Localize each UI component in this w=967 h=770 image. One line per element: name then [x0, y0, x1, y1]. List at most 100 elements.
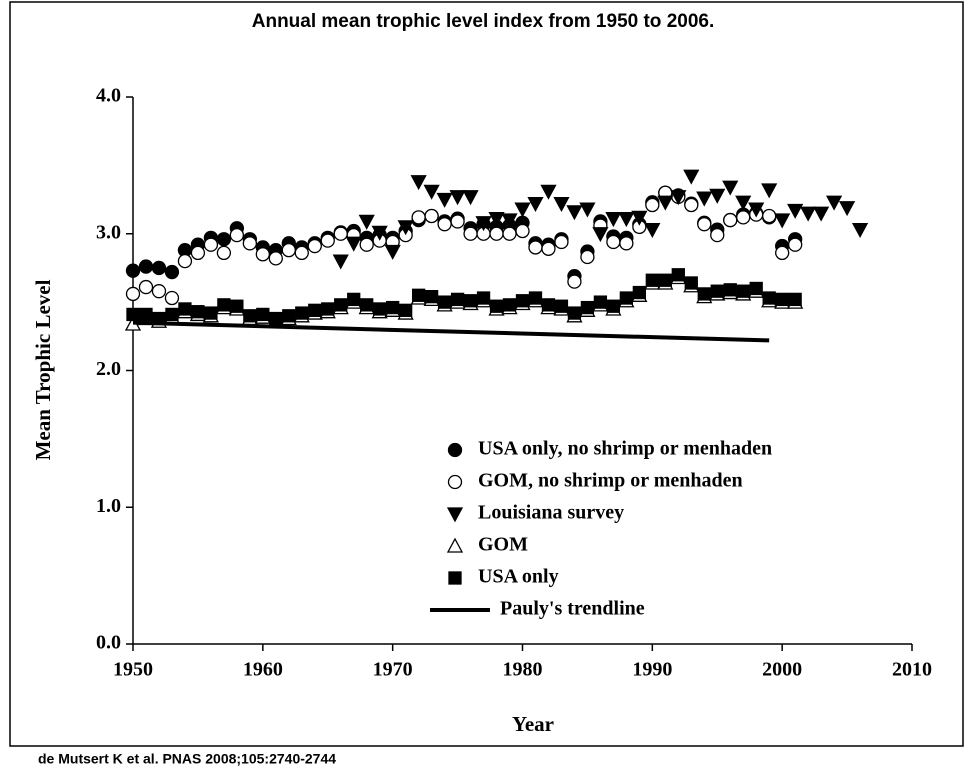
data-point [710, 284, 724, 298]
data-point [256, 307, 270, 322]
legend-label: USA only [478, 566, 559, 588]
legend-label: USA only, no shrimp or menhaden [478, 438, 772, 460]
data-point [371, 225, 388, 241]
x-tick-label: 1980 [503, 659, 543, 681]
data-point [580, 249, 595, 265]
data-point [735, 195, 752, 211]
data-point [229, 227, 245, 243]
data-point [502, 298, 517, 312]
data-point [360, 298, 374, 312]
data-point [775, 245, 790, 261]
data-point [645, 197, 660, 213]
data-point [515, 223, 530, 239]
data-point [333, 226, 348, 241]
data-point [826, 195, 843, 211]
y-tick-label: 3.0 [96, 221, 121, 243]
data-point [593, 295, 608, 309]
legend-swatch [447, 442, 463, 458]
data-point [295, 306, 309, 320]
data-point [216, 232, 232, 247]
data-point [632, 285, 646, 300]
data-point [203, 237, 219, 252]
data-point [398, 303, 413, 317]
data-point [684, 276, 698, 290]
data-point [488, 212, 505, 228]
data-point [762, 291, 776, 305]
data-point [813, 206, 830, 222]
legend-label: GOM, no shrimp or menhaden [478, 470, 743, 492]
data-point [424, 208, 439, 224]
data-point [671, 268, 685, 282]
data-point [554, 299, 569, 313]
data-point [216, 245, 232, 261]
data-point [164, 264, 180, 280]
data-point [851, 222, 869, 239]
data-point [762, 208, 777, 224]
data-point [423, 184, 440, 200]
data-point [566, 205, 583, 221]
y-axis-label: Mean Trophic Level [31, 279, 55, 460]
data-point [437, 295, 452, 309]
data-point [268, 251, 283, 266]
data-point [540, 184, 557, 200]
data-point [787, 203, 804, 219]
data-point [788, 292, 802, 307]
data-point [125, 286, 141, 302]
data-point [178, 302, 192, 316]
data-point [592, 227, 609, 243]
data-point [125, 263, 141, 278]
x-tick-label: 2000 [762, 659, 802, 681]
data-point [345, 236, 362, 252]
data-point [774, 213, 791, 229]
data-point [151, 284, 167, 299]
data-point [190, 245, 206, 261]
data-point [838, 201, 856, 217]
data-point [334, 298, 348, 312]
data-point [332, 254, 349, 270]
data-point [463, 294, 478, 308]
data-point [579, 202, 596, 218]
data-point [657, 195, 674, 211]
data-point [294, 245, 309, 261]
data-point [736, 210, 751, 225]
data-point [528, 291, 543, 305]
legend-label: Pauly's trendline [500, 598, 645, 620]
data-point [748, 202, 765, 218]
data-point [449, 190, 466, 206]
x-tick-label: 1970 [373, 659, 413, 681]
data-point [710, 227, 725, 243]
data-point [281, 243, 296, 258]
data-point [204, 306, 218, 320]
data-point [580, 300, 595, 315]
data-point [541, 241, 556, 256]
data-point [138, 259, 154, 274]
data-point [736, 284, 750, 298]
data-point [164, 290, 180, 306]
data-point [800, 206, 817, 222]
data-point [761, 183, 778, 199]
data-point [373, 302, 387, 316]
data-point [541, 298, 556, 312]
data-point [242, 236, 258, 251]
data-point [618, 212, 635, 228]
data-point [476, 291, 491, 305]
data-point [723, 283, 737, 297]
source-note: de Mutsert K et al. PNAS 2008;105:2740-2… [38, 751, 336, 767]
data-point [462, 190, 479, 206]
data-point [697, 217, 712, 232]
data-point [321, 302, 335, 316]
chart-title: Annual mean trophic level index from 195… [252, 11, 715, 32]
data-point [683, 169, 700, 185]
data-point [243, 309, 257, 323]
x-tick-label: 2010 [892, 659, 932, 681]
data-point [177, 253, 193, 269]
y-tick-label: 2.0 [96, 358, 121, 380]
data-point [670, 190, 687, 206]
data-point [619, 291, 634, 305]
data-point [138, 279, 154, 295]
data-point [709, 188, 726, 204]
data-point [788, 237, 803, 252]
data-point [307, 238, 322, 254]
data-point [527, 197, 544, 213]
data-point [475, 216, 492, 232]
